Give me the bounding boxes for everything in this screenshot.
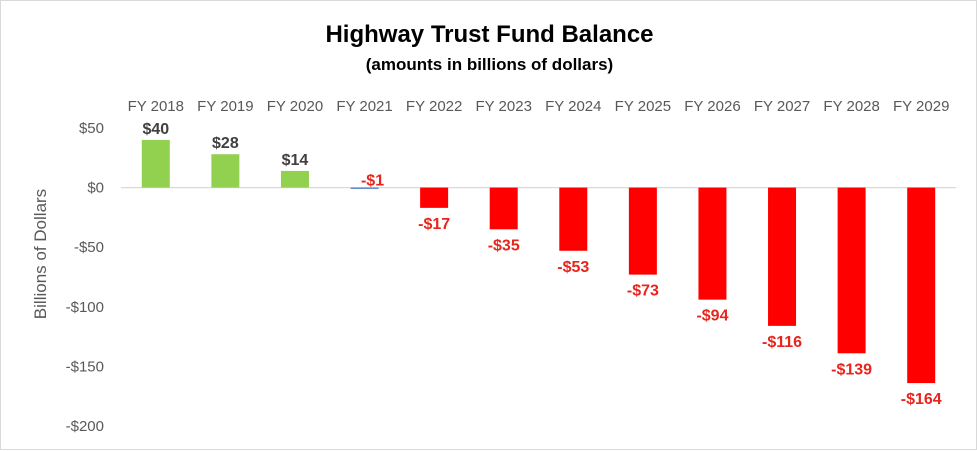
x-tick-label: FY 2023: [475, 98, 531, 115]
bar: [907, 187, 936, 384]
bar: [280, 170, 309, 188]
y-tick-label: $50: [79, 120, 104, 137]
data-label: $14: [282, 152, 309, 169]
bar: [350, 187, 379, 189]
chart-title: Highway Trust Fund Balance: [325, 21, 654, 48]
bar: [141, 139, 170, 188]
x-tick-label: FY 2028: [823, 98, 879, 115]
y-tick-label: $0: [87, 180, 104, 197]
y-tick-label: -$100: [66, 299, 104, 316]
x-tick-label: FY 2024: [545, 98, 601, 115]
bar: [559, 187, 588, 251]
x-tick-label: FY 2020: [267, 98, 323, 115]
bar: [211, 154, 240, 188]
data-label: -$73: [627, 283, 659, 300]
bar: [837, 187, 866, 354]
data-label: -$94: [696, 308, 728, 325]
y-tick-label: -$50: [74, 239, 104, 256]
chart-subtitle: (amounts in billions of dollars): [365, 55, 614, 74]
data-label: -$1: [361, 173, 384, 190]
data-label: -$35: [488, 237, 520, 254]
data-label: -$53: [557, 259, 589, 276]
data-label: -$17: [418, 216, 450, 233]
bar: [698, 187, 727, 300]
y-tick-label: -$150: [66, 358, 104, 375]
x-tick-label: FY 2019: [197, 98, 253, 115]
x-tick-label: FY 2029: [893, 98, 949, 115]
x-tick-label: FY 2021: [336, 98, 392, 115]
x-tick-label: FY 2022: [406, 98, 462, 115]
x-tick-label: FY 2027: [754, 98, 810, 115]
data-label: -$116: [762, 334, 802, 351]
data-label: $40: [142, 121, 169, 138]
x-tick-label: FY 2025: [615, 98, 671, 115]
data-label: -$139: [831, 361, 872, 378]
x-tick-label: FY 2018: [128, 98, 184, 115]
bar: [489, 187, 518, 230]
data-label: $28: [212, 135, 239, 152]
x-tick-label: FY 2026: [684, 98, 740, 115]
bar: [628, 187, 657, 275]
bar: [420, 187, 449, 208]
y-tick-label: -$200: [66, 418, 104, 435]
data-label: -$164: [901, 391, 942, 408]
bar: [768, 187, 797, 326]
